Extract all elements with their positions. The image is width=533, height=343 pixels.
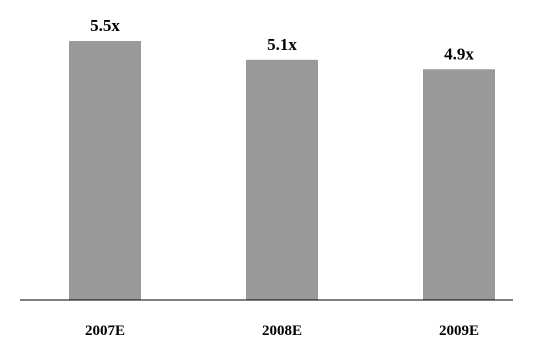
data-label-2009E: 4.9x bbox=[444, 44, 474, 63]
bar-2008E bbox=[246, 59, 318, 300]
x-tick-label-2009E: 2009E bbox=[439, 323, 479, 339]
x-tick-label-2008E: 2008E bbox=[262, 323, 302, 339]
data-label-2007E: 5.5x bbox=[90, 16, 120, 35]
bar-2009E bbox=[423, 69, 495, 300]
bar-2007E bbox=[69, 41, 141, 300]
x-tick-label-2007E: 2007E bbox=[85, 323, 125, 339]
data-label-2008E: 5.1x bbox=[267, 35, 297, 54]
bars-layer bbox=[69, 41, 495, 300]
labels-layer: 5.5x 2007E 5.1x 2008E 4.9x 2009E bbox=[85, 16, 479, 339]
